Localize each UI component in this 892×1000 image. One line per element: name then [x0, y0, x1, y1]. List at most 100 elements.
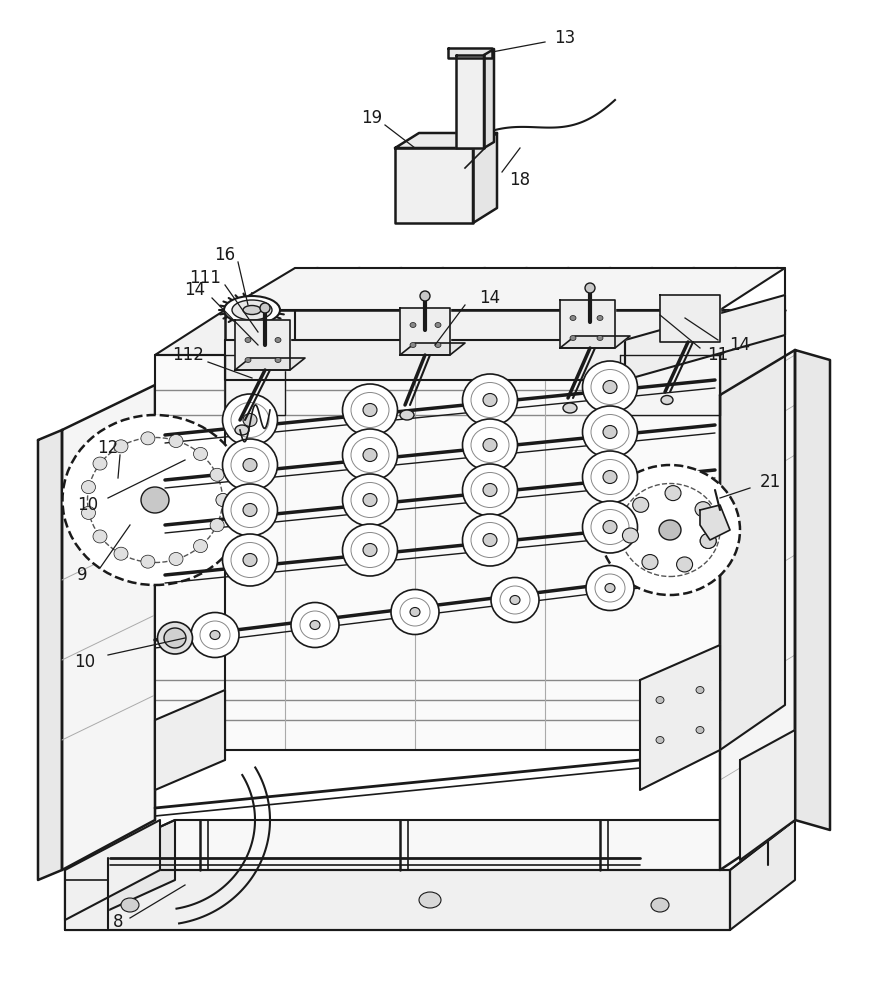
Text: 16: 16 — [214, 246, 235, 264]
Ellipse shape — [491, 578, 539, 622]
Ellipse shape — [400, 410, 414, 420]
Text: 8: 8 — [112, 913, 123, 931]
Text: 12: 12 — [97, 439, 119, 457]
Text: 14: 14 — [185, 281, 205, 299]
Ellipse shape — [243, 458, 257, 472]
Ellipse shape — [222, 439, 277, 491]
Ellipse shape — [603, 520, 617, 534]
Text: 11: 11 — [707, 346, 729, 364]
Polygon shape — [225, 268, 785, 310]
Ellipse shape — [435, 322, 441, 328]
Polygon shape — [730, 820, 795, 930]
Polygon shape — [660, 295, 720, 342]
Polygon shape — [62, 385, 155, 870]
Ellipse shape — [260, 303, 270, 313]
Ellipse shape — [462, 374, 517, 426]
Ellipse shape — [141, 555, 155, 568]
Polygon shape — [155, 690, 225, 790]
Ellipse shape — [419, 892, 441, 908]
Ellipse shape — [194, 447, 208, 460]
Ellipse shape — [603, 380, 617, 393]
Ellipse shape — [62, 415, 247, 585]
Ellipse shape — [659, 520, 681, 540]
Ellipse shape — [603, 426, 617, 438]
Ellipse shape — [483, 438, 497, 452]
Ellipse shape — [363, 544, 377, 556]
Ellipse shape — [222, 534, 277, 586]
Ellipse shape — [435, 342, 441, 348]
Ellipse shape — [483, 393, 497, 406]
Polygon shape — [560, 336, 630, 348]
Ellipse shape — [343, 384, 398, 436]
Ellipse shape — [661, 395, 673, 404]
Ellipse shape — [275, 338, 281, 342]
Polygon shape — [720, 350, 795, 870]
Ellipse shape — [585, 283, 595, 293]
Ellipse shape — [651, 898, 669, 912]
Text: 13: 13 — [554, 29, 575, 47]
Polygon shape — [620, 355, 720, 415]
Polygon shape — [560, 300, 615, 348]
Ellipse shape — [243, 504, 257, 516]
Ellipse shape — [483, 534, 497, 546]
Ellipse shape — [656, 736, 664, 744]
Ellipse shape — [210, 631, 220, 640]
Text: 14: 14 — [479, 289, 500, 307]
Ellipse shape — [363, 493, 377, 506]
Ellipse shape — [243, 414, 257, 426]
Ellipse shape — [245, 358, 251, 362]
Ellipse shape — [700, 533, 716, 548]
Ellipse shape — [462, 464, 517, 516]
Ellipse shape — [696, 726, 704, 734]
Polygon shape — [700, 505, 730, 540]
Ellipse shape — [570, 336, 576, 340]
Ellipse shape — [410, 607, 420, 616]
Ellipse shape — [191, 612, 239, 658]
Ellipse shape — [216, 493, 230, 506]
Polygon shape — [740, 730, 795, 860]
Ellipse shape — [462, 419, 517, 471]
Ellipse shape — [169, 552, 183, 565]
Ellipse shape — [600, 465, 740, 595]
Polygon shape — [225, 355, 285, 415]
Ellipse shape — [93, 530, 107, 543]
Ellipse shape — [275, 358, 281, 362]
Ellipse shape — [462, 514, 517, 566]
Polygon shape — [448, 48, 492, 58]
Ellipse shape — [169, 435, 183, 448]
Ellipse shape — [216, 493, 230, 506]
Ellipse shape — [141, 487, 169, 513]
Ellipse shape — [410, 322, 416, 328]
Ellipse shape — [603, 471, 617, 484]
Ellipse shape — [243, 306, 261, 314]
Ellipse shape — [164, 628, 186, 648]
Ellipse shape — [570, 316, 576, 320]
Ellipse shape — [235, 425, 249, 435]
Text: 112: 112 — [172, 346, 204, 364]
Ellipse shape — [632, 497, 648, 512]
Polygon shape — [65, 870, 730, 930]
Ellipse shape — [582, 501, 638, 553]
Ellipse shape — [114, 547, 128, 560]
Text: 10: 10 — [78, 496, 98, 514]
Ellipse shape — [483, 484, 497, 496]
Polygon shape — [400, 343, 465, 355]
Polygon shape — [795, 350, 830, 830]
Ellipse shape — [656, 696, 664, 704]
Polygon shape — [473, 133, 497, 223]
Polygon shape — [155, 355, 720, 750]
Ellipse shape — [696, 686, 704, 694]
Ellipse shape — [232, 300, 272, 320]
Ellipse shape — [642, 555, 658, 570]
Ellipse shape — [665, 486, 681, 501]
Ellipse shape — [363, 448, 377, 462]
Ellipse shape — [211, 519, 224, 532]
Polygon shape — [65, 820, 160, 920]
Polygon shape — [38, 430, 62, 880]
Ellipse shape — [510, 595, 520, 604]
Ellipse shape — [222, 484, 277, 536]
Polygon shape — [625, 295, 785, 380]
Ellipse shape — [563, 403, 577, 413]
Ellipse shape — [582, 451, 638, 503]
Polygon shape — [456, 55, 484, 148]
